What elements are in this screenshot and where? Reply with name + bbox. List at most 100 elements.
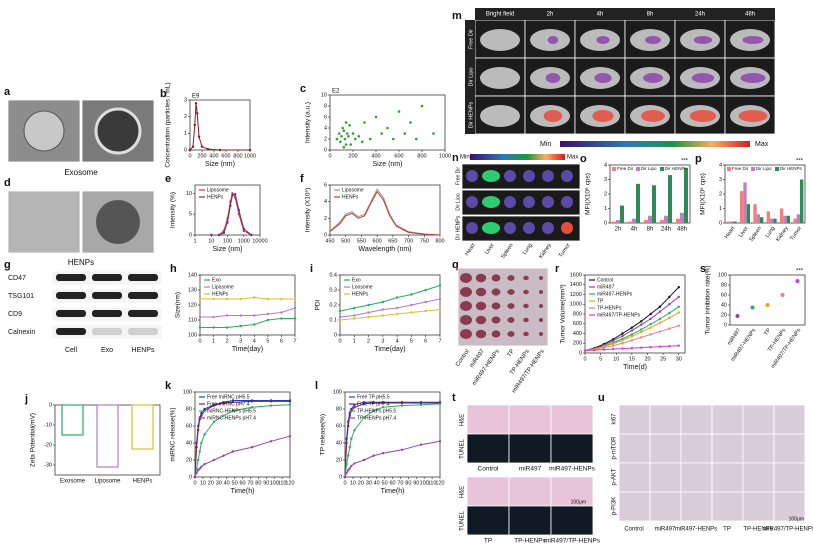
x-tick-label: 8h bbox=[647, 227, 654, 233]
bar bbox=[664, 215, 668, 223]
point bbox=[381, 314, 385, 317]
point bbox=[397, 110, 401, 113]
tumor bbox=[523, 317, 529, 323]
x-tick-label: 120 bbox=[285, 480, 294, 486]
ihc-image bbox=[773, 491, 806, 522]
signal bbox=[742, 36, 764, 44]
y-tick-label: 80 bbox=[721, 282, 727, 288]
ihc-image bbox=[649, 433, 682, 464]
blot-band bbox=[128, 310, 158, 317]
y-tick-label: 6 bbox=[324, 182, 327, 188]
y-axis-label: Size(nm) bbox=[175, 292, 182, 318]
row-header-bg bbox=[465, 58, 475, 96]
point bbox=[362, 401, 366, 404]
point bbox=[380, 132, 384, 135]
y-tick-label: 800 bbox=[573, 311, 582, 317]
x-tick-label: 550 bbox=[357, 238, 366, 244]
micrograph bbox=[7, 190, 81, 254]
signal bbox=[643, 73, 663, 83]
point bbox=[195, 467, 198, 470]
point bbox=[658, 330, 662, 333]
y-tick-label: 2 bbox=[719, 191, 722, 197]
point bbox=[649, 345, 652, 349]
point bbox=[341, 126, 344, 130]
line bbox=[339, 285, 441, 312]
bar bbox=[760, 217, 764, 223]
point bbox=[640, 346, 643, 349]
point bbox=[391, 137, 395, 141]
blot-band bbox=[128, 274, 158, 281]
tumor bbox=[460, 329, 472, 339]
ihc-image bbox=[680, 491, 713, 522]
y-tick-label: 60 bbox=[721, 292, 727, 298]
point bbox=[630, 333, 634, 336]
point bbox=[400, 401, 404, 405]
point bbox=[353, 462, 356, 465]
x-axis-label: Time(day) bbox=[374, 346, 405, 353]
point bbox=[231, 401, 235, 404]
x-tick-label: 40 bbox=[224, 480, 230, 486]
y-tick-label: 1200 bbox=[570, 292, 582, 298]
signal bbox=[738, 110, 768, 122]
x-tick-label: 0 bbox=[343, 480, 346, 486]
point bbox=[226, 221, 229, 224]
point bbox=[353, 314, 356, 317]
point bbox=[621, 334, 624, 338]
point bbox=[677, 305, 680, 308]
legend-label: Control bbox=[597, 277, 613, 283]
x-tick-label: Kidney bbox=[775, 225, 790, 242]
panel-letter: m bbox=[452, 10, 462, 22]
x-tick-label: 30 bbox=[676, 356, 682, 362]
x-tick-label: 10 bbox=[613, 356, 619, 362]
point bbox=[363, 121, 366, 124]
x-tick-label: 5 bbox=[410, 338, 413, 344]
x-tick-label: 0 bbox=[193, 480, 196, 486]
tumor bbox=[475, 329, 487, 339]
ihc-image bbox=[773, 404, 806, 435]
x-tick-label: 2 bbox=[226, 338, 229, 344]
row-label: H&E bbox=[460, 414, 466, 426]
y-tick-label: 5 bbox=[189, 212, 192, 218]
point bbox=[195, 471, 198, 474]
point bbox=[348, 123, 351, 127]
organ-label: Lung bbox=[522, 243, 534, 256]
histology-image bbox=[550, 505, 594, 536]
legend-label: Dir Lipo bbox=[641, 166, 657, 171]
y-tick-label: 6 bbox=[324, 114, 327, 120]
legend-label: HENPs bbox=[212, 291, 229, 297]
point bbox=[293, 306, 297, 310]
x-tick-label: 0 bbox=[188, 153, 191, 159]
bar bbox=[131, 404, 154, 450]
blot-column: Cell bbox=[65, 347, 78, 354]
point bbox=[229, 204, 232, 208]
point bbox=[630, 339, 634, 342]
tumor bbox=[507, 331, 515, 337]
point bbox=[611, 347, 615, 351]
point bbox=[231, 409, 235, 412]
x-tick-label: TP bbox=[763, 327, 772, 336]
x-tick-label: 7 bbox=[293, 338, 296, 344]
blot-band bbox=[56, 328, 86, 335]
group-label: TP bbox=[484, 538, 492, 545]
tumor bbox=[507, 303, 515, 309]
point bbox=[372, 454, 375, 457]
bar bbox=[620, 205, 624, 223]
point bbox=[196, 458, 200, 462]
tumor bbox=[491, 330, 501, 338]
signal bbox=[693, 36, 713, 44]
bar bbox=[668, 175, 672, 223]
y-axis-label: PDI bbox=[315, 299, 322, 310]
point bbox=[350, 464, 353, 468]
column-label: 24h bbox=[695, 12, 705, 18]
point bbox=[419, 403, 423, 406]
blot-band bbox=[92, 274, 122, 281]
group-label: miR497-HENPs bbox=[549, 466, 596, 473]
row-label: p-mTOR bbox=[612, 436, 618, 460]
point bbox=[735, 314, 740, 318]
point bbox=[602, 348, 605, 351]
x-axis-label: Time(day) bbox=[232, 346, 263, 353]
y-tick-label: 0 bbox=[189, 232, 192, 238]
colorbar-min: Min bbox=[460, 155, 470, 161]
point bbox=[403, 132, 407, 135]
x-tick-label: miR497/TP-HENPs bbox=[770, 327, 802, 369]
